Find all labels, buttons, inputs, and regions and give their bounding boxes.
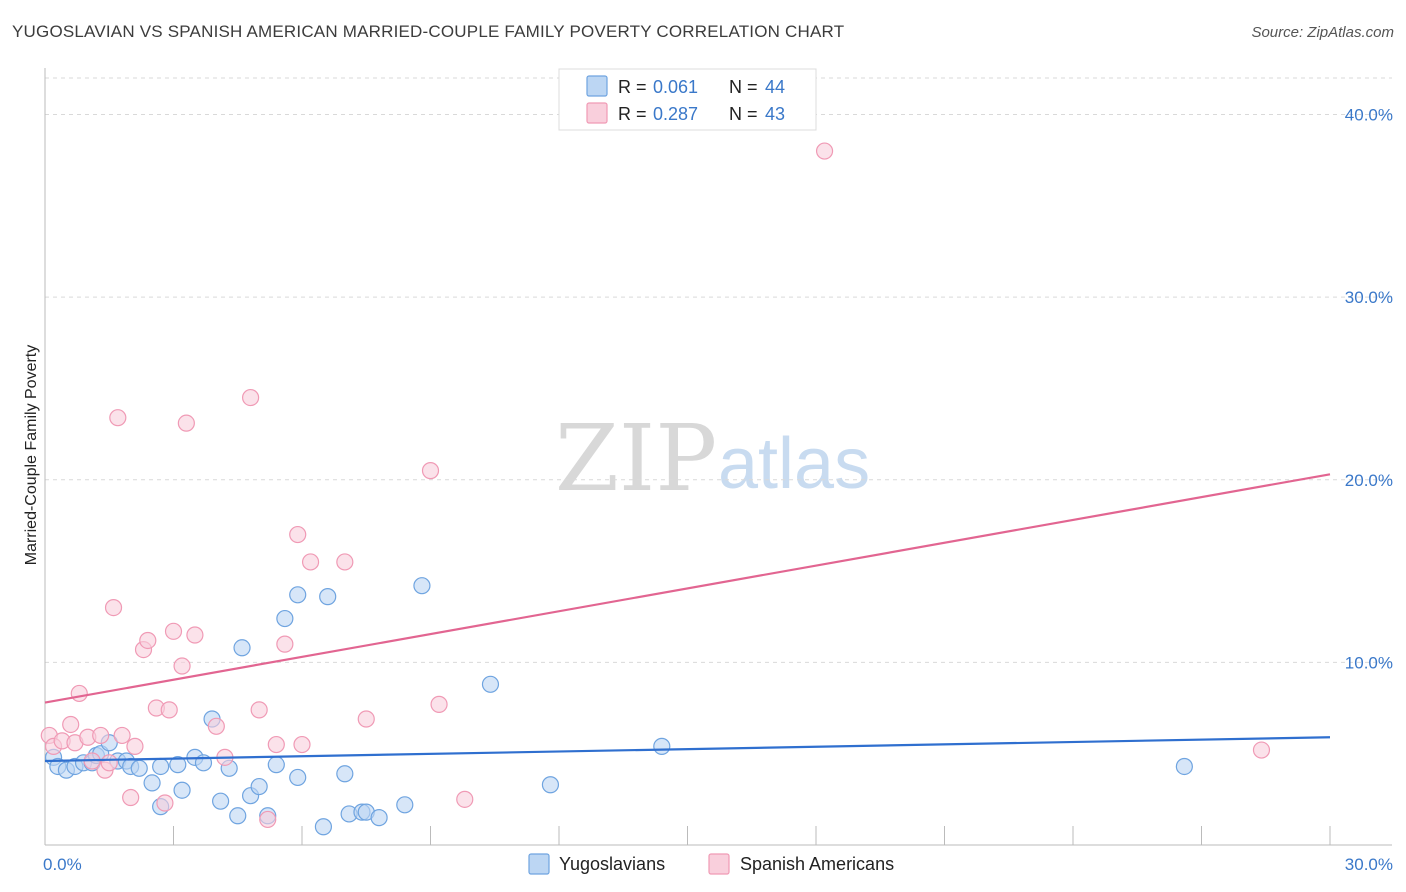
- spanish-americans-point-21: [164, 622, 183, 640]
- legend-n-value-spanish-americans: 43: [765, 104, 785, 124]
- yugoslavians-trend-line: [44, 736, 1331, 763]
- legend-r-value-spanish-americans: 0.287: [653, 104, 698, 124]
- spanish-americans-trend-line: [44, 473, 1331, 704]
- yugoslavians-point-13: [143, 774, 161, 792]
- yugoslavians-point-38: [370, 809, 388, 827]
- spanish-americans-point-38: [430, 695, 448, 713]
- series-legend: Yugoslavians Spanish Americans: [528, 853, 894, 875]
- spanish-americans-point-11: [104, 598, 123, 617]
- legend-swatch-yugoslavians: [586, 75, 608, 97]
- yugoslavians-point-28: [267, 756, 285, 774]
- y-tick-label-2: 30.0%: [1345, 288, 1393, 307]
- y-tick-label-3: 40.0%: [1345, 106, 1393, 125]
- y-tick-label-0: 10.0%: [1345, 653, 1393, 672]
- watermark: ZIP atlas: [555, 405, 870, 512]
- source-label: Source: ZipAtlas.com: [1251, 24, 1394, 41]
- y-axis-label: Married-Couple Family Poverty: [23, 345, 40, 566]
- spanish-americans-point-27: [242, 388, 260, 407]
- spanish-americans-point-31: [276, 635, 294, 653]
- yugoslavians-point-34: [336, 765, 354, 783]
- watermark-zip: ZIP: [555, 405, 717, 512]
- spanish-americans-point-41: [1252, 741, 1271, 759]
- y-tick-labels: 10.0% 20.0% 30.0% 40.0%: [1345, 106, 1393, 673]
- yugoslavians-point-32: [314, 818, 333, 836]
- trend-lines: [44, 473, 1331, 763]
- spanish-americans-point-33: [293, 735, 311, 754]
- gridlines: [45, 77, 1392, 663]
- spanish-americans-point-39: [456, 790, 474, 808]
- axes: [44, 68, 1392, 846]
- spanish-americans-point-34: [301, 553, 320, 571]
- yugoslavians-point-33: [319, 588, 337, 606]
- yugoslavians-point-39: [396, 796, 414, 814]
- yugoslavians-point-15: [152, 757, 170, 776]
- bottom-legend-swatch-yugoslavians: [528, 853, 550, 875]
- yugoslavians-point-43: [653, 737, 671, 755]
- yugoslavians-point-26: [250, 777, 268, 796]
- legend-n-value-yugoslavians: 44: [765, 77, 785, 97]
- yugoslavians-point-42: [541, 776, 560, 794]
- spanish-americans-point-32: [289, 525, 307, 544]
- spanish-americans-point-28: [250, 701, 268, 719]
- spanish-americans-point-22: [173, 657, 191, 675]
- spanish-americans-point-12: [109, 409, 127, 427]
- spanish-americans-point-19: [156, 794, 174, 812]
- spanish-americans-point-35: [336, 553, 354, 571]
- legend-swatch-spanish-americans: [586, 102, 608, 124]
- x-tick-label-0: 0.0%: [43, 855, 82, 874]
- yugoslavians-point-12: [130, 759, 148, 777]
- data-points: [40, 142, 1271, 836]
- chart-title: YUGOSLAVIAN VS SPANISH AMERICAN MARRIED-…: [12, 22, 845, 41]
- legend-n-label-yugoslavians: N =: [729, 77, 758, 97]
- legend-r-label-yugoslavians: R =: [618, 77, 647, 97]
- yugoslavians-point-44: [1175, 757, 1193, 776]
- watermark-atlas: atlas: [718, 424, 870, 504]
- spanish-americans-point-10: [100, 754, 118, 772]
- spanish-americans-point-14: [122, 788, 140, 807]
- x-tick-label-1: 30.0%: [1345, 855, 1393, 874]
- spanish-americans-point-20: [160, 701, 178, 719]
- bottom-legend-swatch-spanish-americans: [708, 853, 730, 875]
- yugoslavians-point-23: [229, 807, 247, 825]
- bottom-legend-label-yugoslavians: Yugoslavians: [559, 854, 665, 874]
- legend-r-label-spanish-americans: R =: [618, 104, 647, 124]
- spanish-americans-point-36: [357, 710, 375, 728]
- spanish-americans-point-29: [259, 810, 277, 829]
- yugoslavians-point-21: [212, 792, 230, 810]
- spanish-americans-point-3: [62, 715, 80, 734]
- stats-legend: R = 0.061 N = 44 R = 0.287 N = 43: [558, 68, 817, 131]
- spanish-americans-point-37: [421, 462, 440, 480]
- spanish-americans-point-23: [177, 414, 195, 432]
- spanish-americans-point-17: [139, 631, 157, 650]
- spanish-americans-point-15: [126, 737, 144, 755]
- x-tick-labels: 0.0% 30.0%: [43, 855, 1393, 874]
- yugoslavians-point-17: [173, 781, 191, 799]
- spanish-americans-point-25: [207, 717, 225, 735]
- legend-r-value-yugoslavians: 0.061: [653, 77, 698, 97]
- spanish-americans-point-5: [70, 684, 88, 703]
- yugoslavians-point-40: [413, 577, 431, 595]
- yugoslavians-point-24: [233, 639, 251, 657]
- spanish-americans-point-13: [113, 726, 131, 745]
- legend-n-label-spanish-americans: N =: [729, 104, 758, 124]
- yugoslavians-point-30: [289, 768, 307, 787]
- yugoslavians-point-41: [481, 675, 500, 693]
- yugoslavians-point-29: [276, 609, 294, 628]
- spanish-americans-point-8: [92, 726, 110, 745]
- y-tick-label-1: 20.0%: [1345, 471, 1393, 490]
- yugoslavians-point-16: [169, 756, 187, 774]
- spanish-americans-point-40: [815, 142, 834, 160]
- spanish-americans-point-24: [186, 626, 204, 644]
- bottom-legend-label-spanish-americans: Spanish Americans: [740, 854, 894, 874]
- spanish-americans-point-30: [267, 735, 285, 754]
- yugoslavians-point-31: [289, 586, 307, 604]
